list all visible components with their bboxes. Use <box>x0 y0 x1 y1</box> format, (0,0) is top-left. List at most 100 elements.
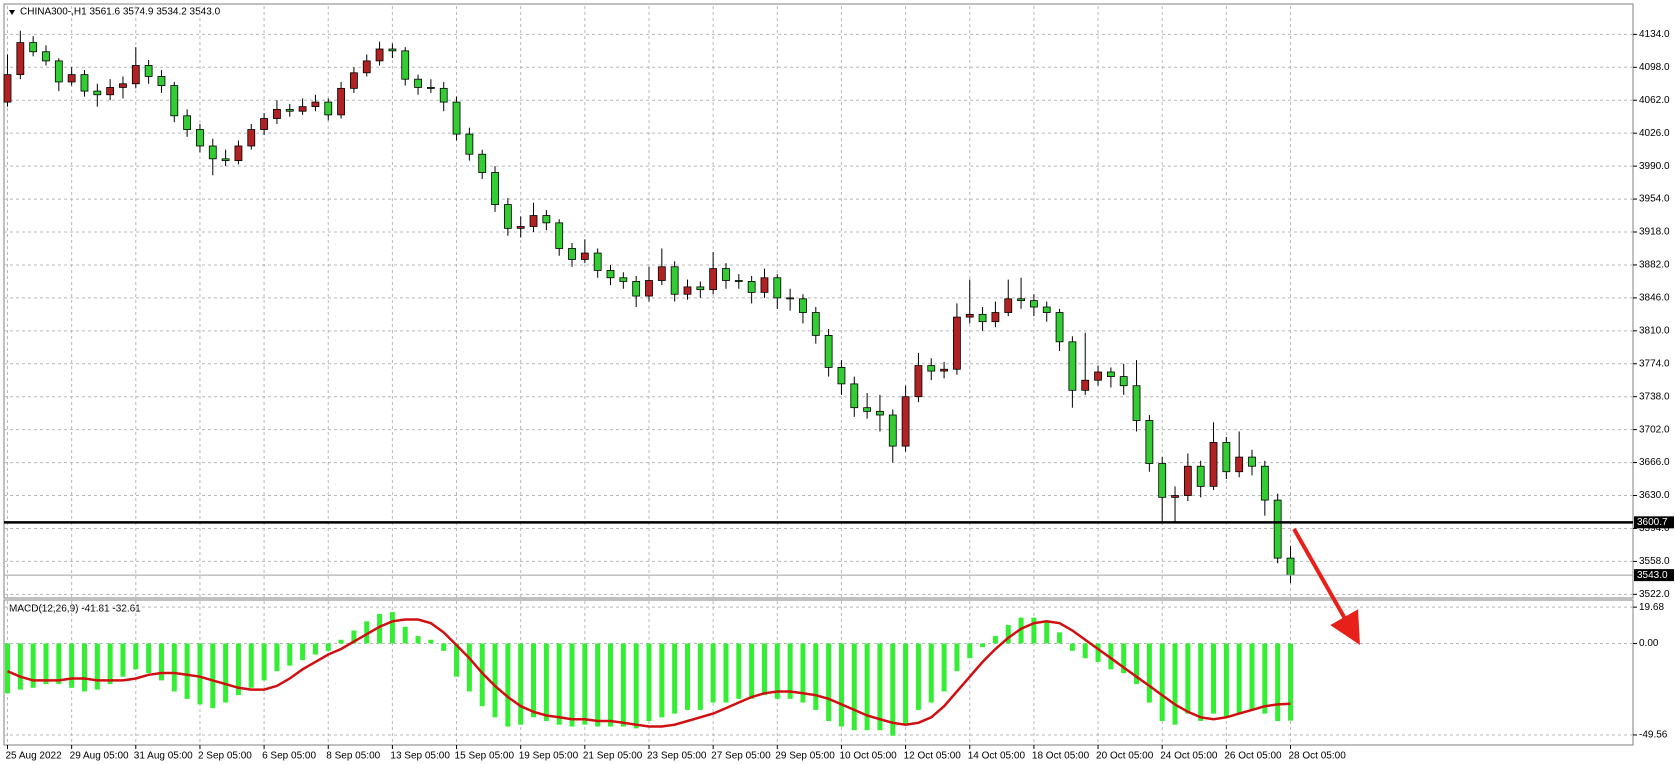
y-tick-label: 19.68 <box>1639 602 1664 613</box>
histogram-bar <box>1275 643 1281 721</box>
histogram-bar <box>81 643 87 692</box>
candle-body <box>1004 298 1013 313</box>
candle-body <box>29 42 38 53</box>
candle-body <box>234 145 243 162</box>
x-tick-label: 28 Oct 05:00 <box>1289 751 1347 762</box>
candle-body <box>619 277 628 282</box>
x-tick-label: 21 Sep 05:00 <box>583 751 643 762</box>
candle-body <box>1183 465 1192 496</box>
x-tick-label: 27 Sep 05:00 <box>711 751 771 762</box>
y-tick-label: 3558.0 <box>1639 556 1670 567</box>
candle-body <box>414 78 422 88</box>
histogram-bar <box>454 643 460 677</box>
candle-body <box>1081 379 1090 391</box>
y-tick-label: 3702.0 <box>1639 424 1670 435</box>
candle-body <box>298 106 307 112</box>
histogram-bar <box>1172 643 1178 725</box>
candle-body <box>170 85 179 117</box>
candle-body <box>593 252 602 271</box>
candle-body <box>747 281 756 293</box>
histogram-bar <box>723 643 729 703</box>
candle-body <box>1260 465 1269 501</box>
candle-body <box>16 42 25 76</box>
candle-body <box>439 87 448 103</box>
candle-body <box>722 268 730 281</box>
y-tick-label: 3594.0 <box>1639 523 1670 534</box>
candle-body <box>1209 442 1218 487</box>
y-tick-label: 3774.0 <box>1639 358 1670 369</box>
histogram-bar <box>261 643 267 681</box>
histogram-bar <box>787 643 793 699</box>
x-tick-label: 31 Aug 05:00 <box>134 751 193 762</box>
histogram-bar <box>903 643 909 725</box>
candle-body <box>888 414 897 447</box>
candle-body <box>1119 376 1128 387</box>
candle-body <box>709 268 718 291</box>
histogram-bar <box>184 643 190 699</box>
histogram-bar <box>595 643 601 727</box>
candle-body <box>799 298 807 313</box>
histogram-bar <box>1223 643 1229 718</box>
level-label-box <box>1634 516 1674 529</box>
histogram-bar <box>838 643 844 727</box>
candle-body <box>285 108 294 112</box>
candle-body <box>901 396 910 447</box>
histogram-bar <box>1185 643 1191 714</box>
histogram-bar <box>1288 643 1293 721</box>
price-label-box <box>1634 569 1674 582</box>
histogram-bar <box>928 643 934 703</box>
histogram-bar <box>1134 643 1140 685</box>
histogram-bar <box>364 621 370 644</box>
candle-body <box>876 410 884 416</box>
histogram-bar <box>992 636 998 644</box>
candle-body <box>1042 306 1051 313</box>
candle-body <box>632 281 641 297</box>
candle-body <box>953 316 961 370</box>
histogram-bar <box>248 643 254 688</box>
histogram-bar <box>980 643 986 648</box>
y-tick-label: 3954.0 <box>1639 194 1670 205</box>
histogram-bar <box>5 643 10 694</box>
x-tick-label: 12 Oct 05:00 <box>904 751 962 762</box>
x-tick-label: 26 Oct 05:00 <box>1224 751 1282 762</box>
histogram-bar <box>1082 643 1088 659</box>
histogram-bar <box>107 643 113 685</box>
histogram-bar <box>633 643 639 729</box>
histogram-bar <box>197 643 203 705</box>
y-tick-label: 3990.0 <box>1639 161 1670 172</box>
candle-body <box>606 270 615 279</box>
candle-body <box>965 313 974 318</box>
menu-triangle <box>9 10 15 15</box>
y-tick-label: 3810.0 <box>1639 325 1670 336</box>
histogram-bar <box>684 643 690 710</box>
candle-body <box>54 60 63 83</box>
x-tick-label: 6 Sep 05:00 <box>262 751 316 762</box>
histogram-bar <box>877 643 883 731</box>
candle-body <box>478 153 487 173</box>
level-label: 3600.7 <box>1637 517 1668 528</box>
histogram-bar <box>1211 643 1217 714</box>
histogram-bar <box>1005 625 1011 644</box>
candle-body <box>196 129 204 147</box>
candle-body <box>580 252 589 260</box>
candle-body <box>503 204 512 229</box>
candle-body <box>426 87 435 89</box>
candle-body <box>734 280 743 282</box>
chart-header: CHINA300-,H1 3561.6 3574.9 3534.2 3543.0 <box>20 7 221 18</box>
candle-body <box>568 248 576 260</box>
histogram-bar <box>69 643 75 688</box>
histogram-bar <box>17 643 23 690</box>
histogram-bar <box>338 639 344 644</box>
x-tick-label: 19 Sep 05:00 <box>519 751 579 762</box>
x-tick-label: 18 Oct 05:00 <box>1032 751 1090 762</box>
candle-body <box>927 365 936 372</box>
candle-body <box>260 118 269 130</box>
histogram-bar <box>235 643 241 696</box>
candle-body <box>555 222 564 249</box>
histogram-bar <box>492 643 498 718</box>
histogram-bar <box>1198 643 1204 721</box>
candle-body <box>1030 300 1038 308</box>
y-tick-label: 3630.0 <box>1639 490 1670 501</box>
